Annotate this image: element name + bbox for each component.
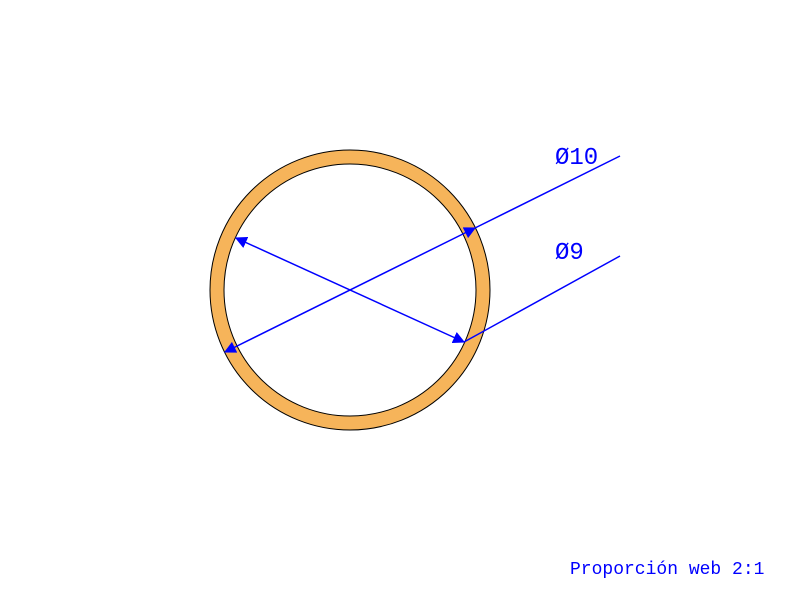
inner-diameter-label: Ø9	[555, 240, 584, 267]
svg-layer	[0, 0, 800, 600]
inner-diameter-dimension-line	[236, 238, 464, 342]
diagram-canvas: Ø10 Ø9 Proporción web 2:1	[0, 0, 800, 600]
outer-diameter-leader-line	[475, 156, 620, 228]
scale-footer: Proporción web 2:1	[570, 560, 764, 580]
outer-diameter-label: Ø10	[555, 145, 598, 172]
